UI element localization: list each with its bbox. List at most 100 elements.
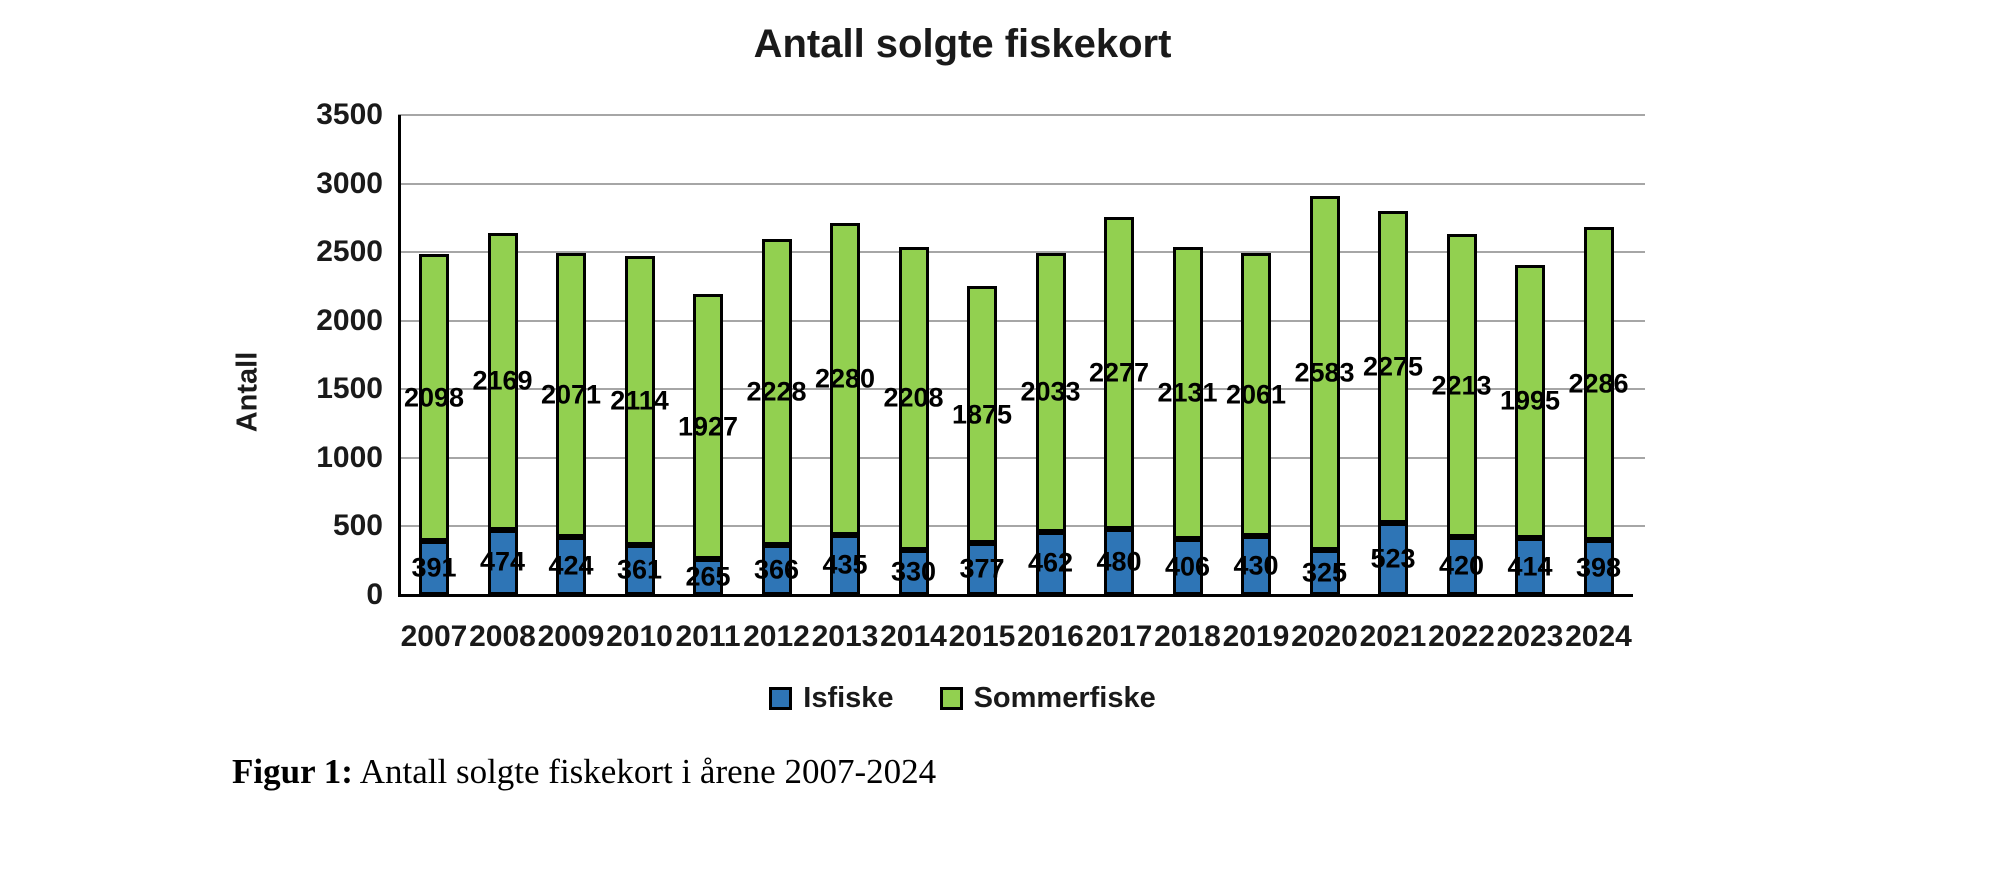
gridline-2000 — [398, 319, 1645, 322]
bar-segment-isfiske-2017 — [1104, 529, 1134, 595]
bar-segment-sommerfiske-2013 — [830, 222, 860, 536]
bar-segment-sommerfiske-2024 — [1583, 226, 1614, 541]
bar-segment-isfiske-2015 — [967, 543, 997, 595]
bar-segment-sommerfiske-2021 — [1378, 211, 1408, 524]
y-axis-line — [398, 115, 401, 595]
bar-segment-sommerfiske-2017 — [1104, 216, 1134, 530]
data-label-isfiske-2010: 361 — [616, 554, 663, 585]
x-tick-label-2009: 2009 — [537, 620, 605, 653]
data-label-isfiske-2013: 435 — [822, 549, 868, 580]
y-tick-label-3000: 3000 — [316, 166, 383, 200]
x-tick-label-2013: 2013 — [811, 620, 879, 653]
bar-segment-isfiske-2009 — [556, 536, 586, 595]
y-tick-label-1500: 1500 — [316, 372, 383, 406]
y-tick-label-2000: 2000 — [316, 303, 383, 337]
legend-label-sommerfiske: Sommerfiske — [973, 682, 1156, 714]
gridline-1000 — [398, 456, 1645, 459]
gridline-500 — [398, 525, 1645, 528]
y-tick-label-500: 500 — [332, 509, 383, 543]
data-label-sommerfiske-2023: 1995 — [1499, 385, 1561, 416]
data-label-sommerfiske-2009: 2071 — [540, 379, 602, 410]
gridline-3000 — [398, 182, 1645, 185]
bar-segment-isfiske-2022 — [1446, 537, 1477, 595]
bar-segment-sommerfiske-2010 — [624, 255, 655, 546]
data-label-sommerfiske-2024: 2286 — [1568, 368, 1629, 399]
gridline-2500 — [398, 251, 1645, 254]
bar-segment-sommerfiske-2014 — [898, 246, 929, 550]
chart-title: Antall solgte fiskekort — [753, 22, 1172, 66]
bar-segment-isfiske-2008 — [487, 529, 518, 595]
bar-segment-sommerfiske-2020 — [1309, 196, 1340, 551]
legend-swatch-isfiske — [769, 687, 793, 710]
bar-segment-isfiske-2018 — [1172, 539, 1203, 595]
data-label-sommerfiske-2010: 2114 — [610, 385, 669, 416]
data-label-isfiske-2015: 377 — [959, 553, 1005, 584]
bar-segment-isfiske-2016 — [1035, 531, 1066, 595]
data-label-isfiske-2019: 430 — [1233, 550, 1279, 580]
x-axis-line — [398, 594, 1633, 597]
data-label-sommerfiske-2007: 2098 — [403, 382, 465, 412]
bar-segment-isfiske-2020 — [1309, 550, 1340, 595]
x-tick-label-2010: 2010 — [606, 620, 673, 653]
data-label-isfiske-2018: 406 — [1164, 551, 1211, 582]
data-label-sommerfiske-2020: 2583 — [1294, 357, 1355, 388]
figure-caption: Figur 1: Antall solgte fiskekort i årene… — [232, 752, 936, 792]
x-tick-label-2008: 2008 — [469, 620, 536, 653]
data-label-isfiske-2023: 414 — [1507, 551, 1553, 582]
bar-segment-sommerfiske-2016 — [1035, 252, 1066, 532]
data-label-sommerfiske-2019: 2061 — [1225, 379, 1287, 410]
legend-item-sommerfiske: Sommerfiske — [939, 682, 1156, 715]
x-tick-label-2023: 2023 — [1496, 620, 1564, 653]
x-tick-label-2019: 2019 — [1222, 620, 1290, 653]
data-label-sommerfiske-2014: 2208 — [883, 382, 944, 413]
x-tick-label-2021: 2021 — [1359, 620, 1427, 653]
bar-segment-sommerfiske-2007 — [419, 253, 449, 542]
y-tick-label-1000: 1000 — [316, 440, 383, 474]
x-tick-label-2015: 2015 — [948, 620, 1016, 653]
data-label-isfiske-2024: 398 — [1575, 552, 1622, 583]
bar-segment-isfiske-2024 — [1583, 540, 1614, 595]
x-tick-label-2018: 2018 — [1154, 620, 1221, 653]
data-label-isfiske-2014: 330 — [890, 556, 937, 587]
bar-segment-sommerfiske-2019 — [1241, 253, 1271, 537]
gridline-1500 — [398, 388, 1645, 391]
bar-segment-isfiske-2023 — [1515, 538, 1545, 595]
legend-label-isfiske: Isfiske — [803, 682, 894, 714]
x-tick-label-2007: 2007 — [400, 620, 468, 653]
bar-segment-isfiske-2021 — [1378, 523, 1408, 595]
bar-segment-sommerfiske-2015 — [967, 286, 997, 544]
data-label-sommerfiske-2022: 2213 — [1431, 370, 1492, 401]
bar-segment-sommerfiske-2011 — [693, 294, 723, 559]
bar-segment-isfiske-2011 — [693, 558, 723, 595]
x-tick-label-2020: 2020 — [1291, 620, 1358, 653]
gridline-3500 — [398, 114, 1645, 116]
legend-swatch-sommerfiske — [939, 687, 963, 710]
bar-segment-isfiske-2019 — [1241, 536, 1271, 595]
data-label-isfiske-2008: 474 — [479, 546, 526, 577]
data-label-isfiske-2022: 420 — [1438, 550, 1485, 581]
bar-segment-sommerfiske-2022 — [1446, 233, 1477, 538]
data-label-isfiske-2017: 480 — [1096, 546, 1142, 577]
data-label-isfiske-2021: 523 — [1370, 543, 1416, 574]
x-tick-label-2012: 2012 — [743, 620, 810, 653]
y-tick-label-0: 0 — [366, 578, 383, 611]
data-label-sommerfiske-2017: 2277 — [1088, 357, 1150, 388]
bar-segment-sommerfiske-2009 — [556, 252, 586, 537]
data-label-isfiske-2020: 325 — [1301, 557, 1348, 588]
x-tick-label-2014: 2014 — [880, 620, 947, 653]
bar-segment-sommerfiske-2023 — [1515, 264, 1545, 539]
data-label-isfiske-2007: 391 — [411, 552, 457, 583]
data-label-isfiske-2011: 265 — [685, 561, 731, 592]
bar-segment-isfiske-2012 — [761, 544, 792, 595]
data-label-sommerfiske-2018: 2131 — [1157, 377, 1218, 408]
bar-segment-sommerfiske-2018 — [1172, 247, 1203, 540]
x-tick-label-2011: 2011 — [675, 620, 741, 653]
x-tick-label-2017: 2017 — [1085, 620, 1153, 653]
data-label-isfiske-2009: 424 — [548, 550, 594, 581]
data-label-sommerfiske-2016: 2033 — [1020, 376, 1081, 407]
y-tick-label-2500: 2500 — [316, 235, 383, 269]
data-label-sommerfiske-2011: 1927 — [677, 411, 739, 442]
data-label-sommerfiske-2021: 2275 — [1362, 351, 1424, 382]
